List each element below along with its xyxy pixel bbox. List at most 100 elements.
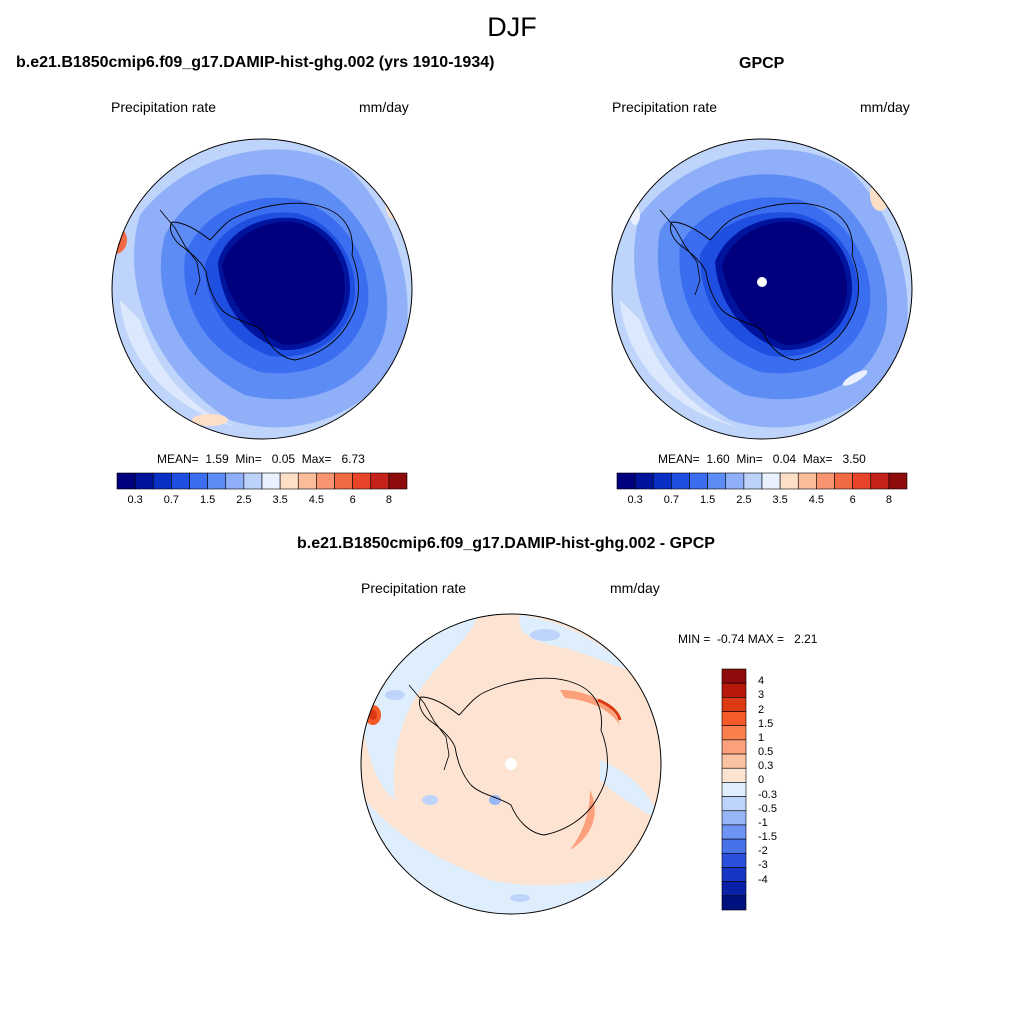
colorbar-tick-label: 8 xyxy=(885,494,892,506)
colorbar-tick-label: -1.5 xyxy=(758,831,777,844)
colorbar-tick-label: 6 xyxy=(849,494,856,506)
colorbar-swatch xyxy=(243,472,263,490)
obs-colorbar xyxy=(616,472,908,490)
colorbar-swatch xyxy=(721,682,747,698)
colorbar-tick-label: -2 xyxy=(758,845,768,858)
colorbar-swatch xyxy=(261,472,281,490)
colorbar-swatch xyxy=(207,472,227,490)
colorbar-tick-label: 1 xyxy=(758,731,765,744)
colorbar-tick-label: -1 xyxy=(758,816,768,829)
model-colorbar xyxy=(116,472,408,490)
colorbar-tick-label: -3 xyxy=(758,859,768,872)
colorbar-swatch xyxy=(616,472,636,490)
colorbar-swatch xyxy=(334,472,353,490)
model-panel-title: b.e21.B1850cmip6.f09_g17.DAMIP-hist-ghg.… xyxy=(16,54,495,71)
colorbar-swatch xyxy=(721,824,747,840)
colorbar-swatch xyxy=(721,895,747,911)
diff-units-label: mm/day xyxy=(610,580,660,596)
colorbar-tick-label: 2.5 xyxy=(736,494,752,506)
colorbar-swatch xyxy=(721,767,747,783)
colorbar-tick-label: 2 xyxy=(758,703,765,716)
colorbar-tick-label: 6 xyxy=(349,494,356,506)
colorbar-swatch xyxy=(370,472,390,490)
colorbar-tick-label: 1.5 xyxy=(758,717,774,730)
colorbar-swatch xyxy=(279,472,299,490)
colorbar-swatch xyxy=(852,472,872,490)
colorbar-tick-label: 4 xyxy=(758,675,765,688)
colorbar-swatch xyxy=(652,472,672,490)
colorbar-swatch xyxy=(316,472,335,490)
colorbar-swatch xyxy=(671,472,690,490)
colorbar-swatch xyxy=(352,472,372,490)
colorbar-swatch xyxy=(725,472,745,490)
diff-minmax: MIN = -0.74 MAX = 2.21 xyxy=(678,632,818,646)
obs-units-label: mm/day xyxy=(860,99,910,115)
colorbar-swatch xyxy=(721,697,747,712)
colorbar-tick-label: 4.5 xyxy=(308,494,325,506)
colorbar-tick-label: 0 xyxy=(758,774,765,787)
colorbar-swatch xyxy=(721,725,747,741)
colorbar-swatch xyxy=(297,472,317,490)
colorbar-tick-label: 0.3 xyxy=(627,494,643,506)
colorbar-tick-label: 3 xyxy=(758,689,765,702)
colorbar-tick-label: 0.7 xyxy=(663,494,680,506)
colorbar-swatch xyxy=(779,472,799,490)
obs-map-border xyxy=(611,138,913,440)
colorbar-swatch xyxy=(171,472,190,490)
colorbar-tick-label: 8 xyxy=(385,494,392,506)
colorbar-swatch xyxy=(721,739,747,755)
colorbar-tick-label: -0.5 xyxy=(758,802,777,815)
diff-variable-label: Precipitation rate xyxy=(361,580,467,596)
obs-stats: MEAN= 1.60 Min= 0.04 Max= 3.50 xyxy=(658,452,866,466)
colorbar-swatch xyxy=(721,852,747,868)
model-variable-label: Precipitation rate xyxy=(111,99,217,115)
colorbar-swatch xyxy=(816,472,835,490)
colorbar-tick-label: -4 xyxy=(758,873,768,886)
colorbar-tick-label: 0.5 xyxy=(758,746,774,759)
colorbar-swatch xyxy=(388,472,408,490)
colorbar-tick-label: 4.5 xyxy=(808,494,825,506)
diff-panel-title: b.e21.B1850cmip6.f09_g17.DAMIP-hist-ghg.… xyxy=(297,535,715,552)
model-stats: MEAN= 1.59 Min= 0.05 Max= 6.73 xyxy=(157,452,365,466)
obs-panel-title: GPCP xyxy=(739,55,785,72)
colorbar-swatch xyxy=(152,472,172,490)
colorbar-swatch xyxy=(225,472,245,490)
colorbar-swatch xyxy=(134,472,154,490)
diff-polar-map xyxy=(361,614,661,914)
figure-title: DJF xyxy=(487,12,537,42)
colorbar-tick-label: 1.5 xyxy=(199,494,216,506)
colorbar-swatch xyxy=(707,472,727,490)
colorbar-swatch xyxy=(721,753,747,769)
colorbar-swatch xyxy=(743,472,763,490)
colorbar-tick-label: 1.5 xyxy=(699,494,716,506)
colorbar-tick-label: 3.5 xyxy=(772,494,788,506)
colorbar-swatch xyxy=(116,472,136,490)
colorbar-tick-label: -0.3 xyxy=(758,788,777,801)
colorbar-swatch xyxy=(721,711,747,727)
colorbar-tick-label: 0.3 xyxy=(127,494,143,506)
colorbar-swatch xyxy=(797,472,817,490)
diff-map-border xyxy=(360,613,662,915)
colorbar-swatch xyxy=(721,838,747,854)
colorbar-swatch xyxy=(761,472,781,490)
colorbar-swatch xyxy=(888,472,908,490)
colorbar-swatch xyxy=(721,782,747,797)
colorbar-swatch xyxy=(870,472,890,490)
model-map-border xyxy=(111,138,413,440)
colorbar-swatch xyxy=(721,881,747,897)
colorbar-tick-label: 2.5 xyxy=(236,494,252,506)
model-polar-map xyxy=(112,139,412,439)
diff-colorbar xyxy=(721,668,747,911)
obs-variable-label: Precipitation rate xyxy=(612,99,718,115)
model-units-label: mm/day xyxy=(359,99,409,115)
colorbar-swatch xyxy=(721,810,747,826)
colorbar-swatch xyxy=(689,472,708,490)
obs-polar-map xyxy=(612,139,912,439)
colorbar-swatch xyxy=(721,867,747,882)
colorbar-tick-label: 3.5 xyxy=(272,494,288,506)
colorbar-tick-label: 0.3 xyxy=(758,760,774,773)
colorbar-tick-label: 0.7 xyxy=(163,494,180,506)
colorbar-swatch xyxy=(834,472,853,490)
colorbar-swatch xyxy=(721,668,747,684)
